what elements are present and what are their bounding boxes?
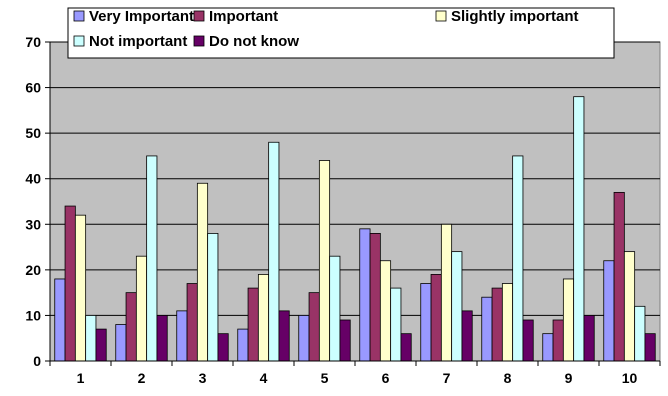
bar-series-1-cat-6 [359, 228, 371, 362]
bar-series-4-cat-3 [207, 232, 219, 362]
legend-label: Not important [89, 33, 187, 50]
x-tick-label: 8 [504, 370, 512, 386]
bar-series-3-cat-10 [623, 251, 636, 362]
bar-series-4-cat-6 [390, 287, 402, 362]
y-tick-label: 0 [33, 353, 41, 369]
bar-series-2-cat-3 [186, 283, 198, 362]
legend-label: Important [209, 8, 278, 25]
bar-series-3-cat-8 [501, 283, 514, 362]
bar-series-4-cat-1 [85, 315, 97, 362]
y-tick-label: 70 [25, 34, 41, 50]
bar-series-2-cat-8 [491, 287, 503, 362]
bar-series-1-cat-2 [115, 324, 127, 362]
plot-area [49, 41, 661, 362]
x-tick-label: 1 [77, 370, 85, 386]
legend-label: Do not know [209, 33, 299, 50]
bar-series-5-cat-6 [400, 333, 412, 362]
bar-series-5-cat-5 [339, 319, 351, 362]
bar-series-4-cat-7 [451, 251, 463, 362]
x-tick-label: 6 [382, 370, 390, 386]
y-tick-label: 10 [25, 307, 41, 323]
bar-series-5-cat-10 [644, 333, 656, 362]
x-tick-label: 7 [443, 370, 451, 386]
bar-series-1-cat-4 [237, 328, 249, 362]
bar-series-1-cat-8 [481, 296, 493, 362]
x-tick-label: 4 [260, 370, 268, 386]
bar-series-1-cat-10 [603, 260, 615, 362]
bar-series-3-cat-2 [135, 255, 148, 362]
y-tick-label: 50 [25, 125, 41, 141]
y-tick-label: 30 [25, 216, 41, 232]
legend-swatch [73, 35, 85, 47]
bar-series-5-cat-7 [461, 310, 473, 362]
bar-series-1-cat-3 [176, 310, 188, 362]
legend-swatch [435, 10, 447, 22]
bar-series-2-cat-1 [64, 205, 76, 362]
bar-series-2-cat-5 [308, 292, 320, 362]
bar-series-2-cat-4 [247, 287, 259, 362]
bar-series-1-cat-1 [54, 278, 66, 362]
legend-label: Slightly important [451, 8, 579, 25]
bar-series-4-cat-5 [329, 255, 341, 362]
bar-series-1-cat-9 [542, 333, 554, 362]
bar-series-5-cat-1 [95, 328, 107, 362]
x-tick-label: 2 [138, 370, 146, 386]
legend-swatch [73, 10, 85, 22]
bar-series-4-cat-9 [573, 96, 585, 362]
y-tick-label: 20 [25, 262, 41, 278]
bar-series-3-cat-4 [257, 274, 270, 362]
legend-label: Very Important [89, 8, 194, 25]
bar-series-5-cat-9 [583, 315, 595, 362]
bar-series-3-cat-7 [440, 223, 453, 362]
y-tick-label: 60 [25, 80, 41, 96]
bar-series-2-cat-7 [430, 274, 442, 362]
bar-series-4-cat-4 [268, 141, 280, 362]
bar-series-5-cat-2 [156, 315, 168, 362]
axes: 0 10 20 30 40 50 60 70 1 2 3 4 5 6 7 8 9 10 [25, 34, 661, 386]
bar-series-2-cat-10 [613, 191, 625, 362]
y-tick-label: 40 [25, 171, 41, 187]
x-tick-label: 9 [565, 370, 573, 386]
bar-series-2-cat-9 [552, 319, 564, 362]
bar-series-4-cat-8 [512, 155, 524, 362]
bar-series-5-cat-8 [522, 319, 534, 362]
bar-series-4-cat-2 [146, 155, 158, 362]
bar-series-3-cat-1 [74, 214, 87, 362]
bar-series-5-cat-4 [278, 310, 290, 362]
bar-series-1-cat-5 [298, 315, 310, 362]
legend-swatch [193, 10, 205, 22]
bar-series-2-cat-2 [125, 292, 137, 362]
bar-series-4-cat-10 [634, 305, 646, 362]
bar-series-1-cat-7 [420, 283, 432, 362]
bar-series-3-cat-3 [196, 182, 209, 362]
x-tick-label: 3 [199, 370, 207, 386]
legend-box [67, 7, 615, 59]
bar-series-3-cat-9 [562, 278, 575, 362]
bar-series-3-cat-6 [379, 260, 392, 362]
legend: Very Important Important Slightly importan… [67, 7, 615, 59]
x-tick-label: 5 [321, 370, 329, 386]
bar-series-5-cat-3 [217, 333, 229, 362]
legend-swatch [193, 35, 205, 47]
bar-series-2-cat-6 [369, 232, 381, 362]
bar-series-3-cat-5 [318, 160, 331, 362]
x-tick-label: 10 [622, 370, 638, 386]
